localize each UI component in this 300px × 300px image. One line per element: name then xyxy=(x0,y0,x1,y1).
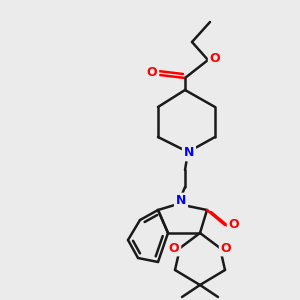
Text: O: O xyxy=(169,242,179,254)
Text: O: O xyxy=(229,218,239,232)
Text: O: O xyxy=(221,242,231,254)
Text: O: O xyxy=(210,52,220,64)
Text: O: O xyxy=(147,67,157,80)
Text: N: N xyxy=(184,146,194,160)
Text: N: N xyxy=(176,194,186,208)
